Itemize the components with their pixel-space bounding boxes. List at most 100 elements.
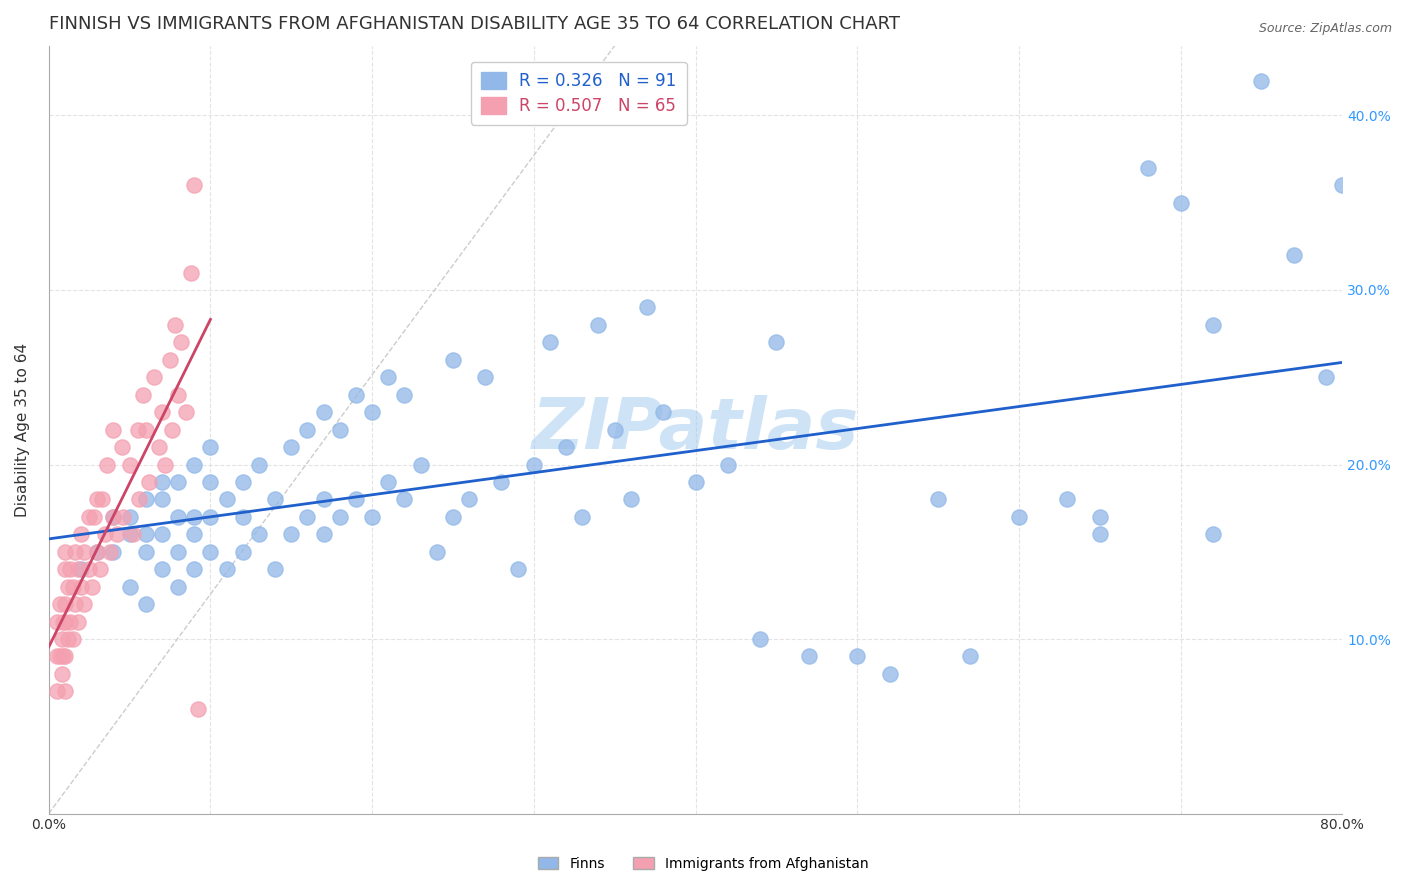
- Point: [142, 370, 165, 384]
- Point: [797, 649, 820, 664]
- Point: [128, 492, 150, 507]
- Point: [344, 492, 367, 507]
- Point: [150, 562, 173, 576]
- Point: [491, 475, 513, 489]
- Point: [153, 458, 176, 472]
- Point: [297, 423, 319, 437]
- Point: [200, 545, 222, 559]
- Point: [98, 545, 121, 559]
- Point: [167, 580, 190, 594]
- Point: [1137, 161, 1160, 175]
- Point: [685, 475, 707, 489]
- Point: [63, 597, 86, 611]
- Point: [118, 458, 141, 472]
- Point: [377, 475, 399, 489]
- Point: [53, 615, 76, 629]
- Point: [138, 475, 160, 489]
- Point: [118, 580, 141, 594]
- Point: [280, 440, 302, 454]
- Point: [53, 649, 76, 664]
- Point: [186, 702, 208, 716]
- Point: [53, 562, 76, 576]
- Point: [66, 562, 89, 576]
- Point: [94, 527, 117, 541]
- Point: [280, 527, 302, 541]
- Point: [183, 178, 205, 193]
- Point: [170, 335, 193, 350]
- Point: [441, 352, 464, 367]
- Point: [183, 509, 205, 524]
- Point: [163, 318, 186, 332]
- Point: [103, 509, 125, 524]
- Point: [105, 527, 128, 541]
- Point: [603, 423, 626, 437]
- Point: [394, 387, 416, 401]
- Point: [51, 632, 73, 646]
- Point: [59, 615, 82, 629]
- Point: [53, 597, 76, 611]
- Point: [1008, 509, 1031, 524]
- Point: [112, 509, 135, 524]
- Point: [89, 562, 111, 576]
- Point: [135, 545, 157, 559]
- Point: [150, 492, 173, 507]
- Point: [49, 597, 72, 611]
- Point: [394, 492, 416, 507]
- Point: [652, 405, 675, 419]
- Point: [200, 440, 222, 454]
- Point: [150, 527, 173, 541]
- Point: [56, 580, 79, 594]
- Point: [879, 667, 901, 681]
- Point: [45, 684, 67, 698]
- Point: [150, 405, 173, 419]
- Point: [458, 492, 481, 507]
- Point: [1202, 318, 1225, 332]
- Point: [1282, 248, 1305, 262]
- Point: [148, 440, 170, 454]
- Point: [118, 509, 141, 524]
- Point: [200, 509, 222, 524]
- Point: [96, 458, 118, 472]
- Point: [66, 615, 89, 629]
- Point: [180, 266, 202, 280]
- Point: [45, 615, 67, 629]
- Point: [159, 352, 181, 367]
- Point: [53, 545, 76, 559]
- Point: [765, 335, 787, 350]
- Point: [247, 527, 270, 541]
- Point: [749, 632, 772, 646]
- Point: [77, 509, 100, 524]
- Point: [52, 649, 75, 664]
- Point: [1056, 492, 1078, 507]
- Point: [232, 475, 254, 489]
- Legend: Finns, Immigrants from Afghanistan: Finns, Immigrants from Afghanistan: [531, 851, 875, 876]
- Point: [1202, 527, 1225, 541]
- Legend: R = 0.326   N = 91, R = 0.507   N = 65: R = 0.326 N = 91, R = 0.507 N = 65: [471, 62, 686, 125]
- Point: [103, 423, 125, 437]
- Point: [110, 440, 132, 454]
- Point: [127, 423, 149, 437]
- Point: [200, 475, 222, 489]
- Point: [232, 545, 254, 559]
- Point: [538, 335, 561, 350]
- Point: [63, 545, 86, 559]
- Point: [135, 492, 157, 507]
- Point: [588, 318, 610, 332]
- Point: [82, 580, 104, 594]
- Point: [135, 423, 157, 437]
- Point: [62, 632, 84, 646]
- Point: [247, 458, 270, 472]
- Point: [62, 580, 84, 594]
- Point: [77, 562, 100, 576]
- Y-axis label: Disability Age 35 to 64: Disability Age 35 to 64: [15, 343, 30, 516]
- Text: FINNISH VS IMMIGRANTS FROM AFGHANISTAN DISABILITY AGE 35 TO 64 CORRELATION CHART: FINNISH VS IMMIGRANTS FROM AFGHANISTAN D…: [49, 15, 900, 33]
- Point: [83, 509, 105, 524]
- Point: [312, 405, 335, 419]
- Point: [103, 545, 125, 559]
- Point: [555, 440, 578, 454]
- Point: [1170, 195, 1192, 210]
- Point: [49, 649, 72, 664]
- Point: [73, 545, 96, 559]
- Point: [183, 562, 205, 576]
- Point: [426, 545, 449, 559]
